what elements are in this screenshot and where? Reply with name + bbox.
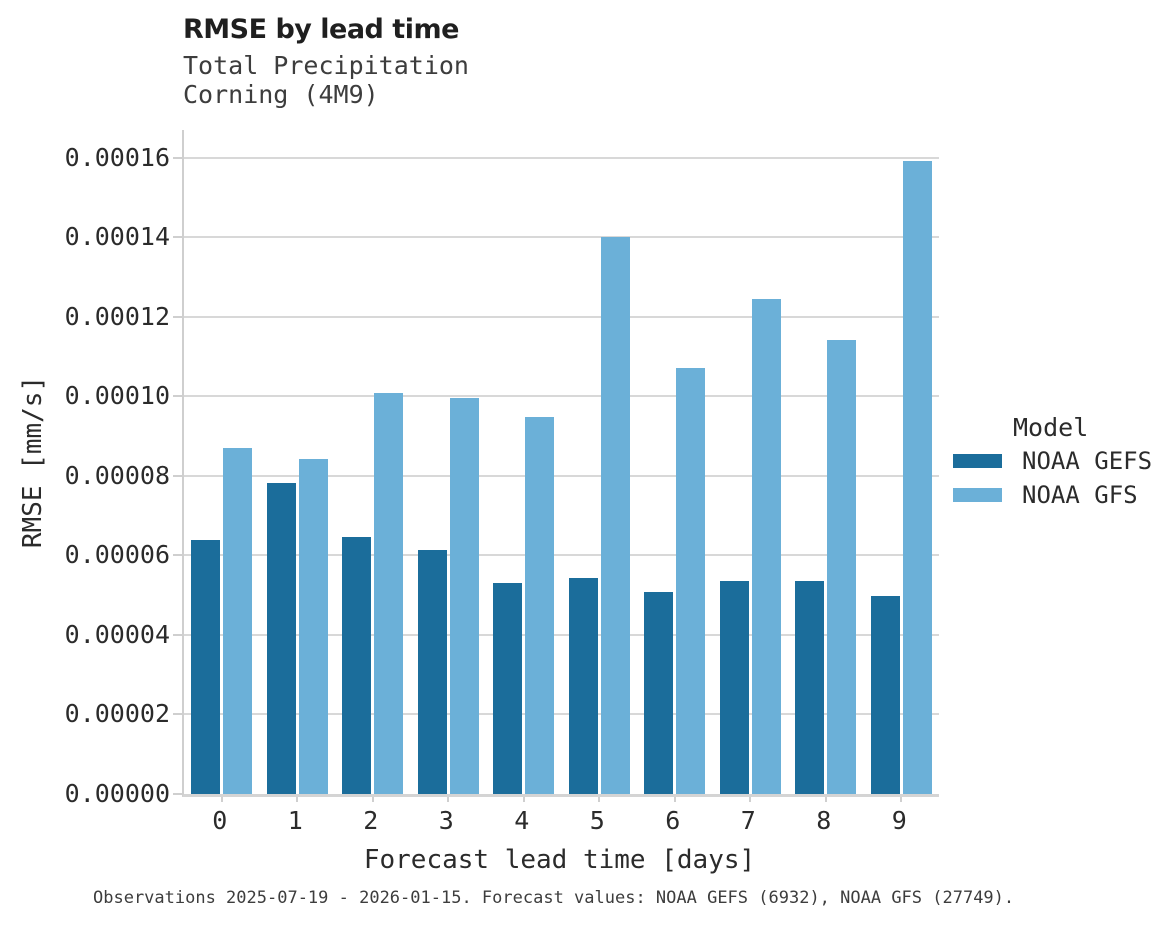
caption: Observations 2025-07-19 - 2026-01-15. Fo…: [93, 888, 1015, 908]
bar-noaa-gfs-lead-0: [223, 448, 253, 794]
y-axis-tick: [173, 236, 182, 239]
y-axis-tick: [173, 395, 182, 398]
gridline: [184, 633, 939, 636]
bar-noaa-gfs-lead-9: [902, 161, 932, 794]
gridline: [184, 713, 939, 716]
y-tick-label: 0.00006: [64, 540, 170, 570]
x-tick-label: 7: [740, 806, 756, 835]
x-axis-tick: [598, 797, 601, 802]
bar-noaa-gfs-lead-4: [525, 417, 555, 794]
y-tick-label: 0.00010: [64, 381, 170, 411]
y-tick-label: 0.00008: [64, 460, 170, 490]
bar-noaa-gfs-lead-7: [751, 298, 781, 794]
x-axis-tick: [522, 797, 525, 802]
bar-noaa-gefs-lead-6: [644, 591, 674, 794]
x-axis-tick: [673, 797, 676, 802]
y-tick-label: 0.00002: [64, 699, 170, 729]
bar-noaa-gfs-lead-8: [827, 339, 857, 794]
legend-title: Model: [1013, 413, 1089, 442]
x-axis-tick: [900, 797, 903, 802]
bar-noaa-gfs-lead-6: [676, 367, 706, 794]
y-axis-tick: [173, 315, 182, 318]
chart-subtitle-line2: Corning (4M9): [183, 80, 379, 109]
y-tick-label: 0.00012: [64, 301, 170, 331]
gridline: [184, 554, 939, 557]
bar-noaa-gefs-lead-9: [870, 596, 900, 794]
x-tick-label: 8: [816, 806, 832, 835]
bar-noaa-gefs-lead-2: [342, 537, 372, 794]
legend-swatch-noaa-gefs: [953, 454, 1002, 468]
y-tick-label: 0.00000: [64, 779, 170, 808]
x-axis-tick: [447, 797, 450, 802]
x-tick-label: 3: [438, 806, 454, 835]
y-axis-tick: [173, 554, 182, 557]
gridline: [184, 236, 939, 239]
x-tick-label: 2: [363, 806, 379, 835]
gridline: [184, 474, 939, 477]
y-axis-tick: [173, 633, 182, 636]
bar-noaa-gefs-lead-4: [493, 582, 523, 794]
legend-swatch-noaa-gfs: [953, 488, 1002, 502]
x-tick-label: 9: [891, 806, 907, 835]
y-tick-label: 0.00016: [64, 142, 170, 172]
bar-noaa-gefs-lead-8: [795, 581, 825, 794]
chart-subtitle-line1: Total Precipitation: [183, 51, 469, 80]
y-axis-tick: [173, 474, 182, 477]
bar-noaa-gfs-lead-1: [298, 459, 328, 794]
chart-title: RMSE by lead time: [183, 14, 459, 45]
x-tick-label: 4: [514, 806, 530, 835]
bar-noaa-gefs-lead-3: [417, 550, 447, 794]
plot-area: [173, 130, 939, 802]
x-tick-label: 5: [589, 806, 605, 835]
gridline: [184, 315, 939, 318]
bar-noaa-gefs-lead-7: [719, 580, 749, 794]
x-axis-tick: [220, 797, 223, 802]
y-axis-tick: [173, 793, 182, 795]
bar-noaa-gfs-lead-3: [449, 398, 479, 794]
bar-noaa-gfs-lead-5: [600, 237, 630, 794]
y-tick-label: 0.00014: [64, 222, 170, 252]
x-axis-label: Forecast lead time [days]: [363, 845, 756, 875]
legend-label-noaa-gefs: NOAA GEFS: [1022, 447, 1153, 475]
legend-label-noaa-gfs: NOAA GFS: [1022, 481, 1138, 509]
x-tick-label: 0: [212, 806, 228, 835]
gridline: [184, 156, 939, 159]
x-tick-label: 1: [287, 806, 303, 835]
x-tick-label: 6: [665, 806, 681, 835]
gridline: [184, 395, 939, 398]
y-tick-label: 0.00004: [64, 619, 170, 649]
bar-noaa-gefs-lead-5: [568, 578, 598, 794]
y-axis-tick: [173, 156, 182, 159]
x-axis-tick: [824, 797, 827, 802]
x-axis-tick: [749, 797, 752, 802]
x-axis-tick: [371, 797, 374, 802]
x-axis-tick: [296, 797, 299, 802]
bar-noaa-gefs-lead-1: [266, 483, 296, 794]
y-axis-tick: [173, 713, 182, 716]
bar-noaa-gefs-lead-0: [191, 540, 221, 794]
bar-noaa-gfs-lead-2: [374, 393, 404, 794]
